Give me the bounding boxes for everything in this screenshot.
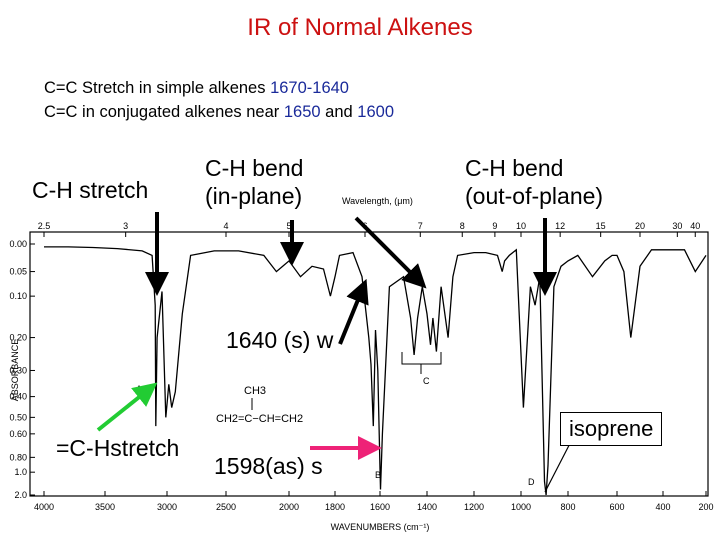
peak-letter: C (423, 376, 430, 386)
y-tick-label: 0.50 (9, 412, 27, 422)
callout-ch-bend-in-plane: C-H bend (in-plane) (205, 154, 303, 210)
spectrum-line (44, 246, 707, 496)
top-tick-label: 4 (223, 221, 228, 231)
top-tick-label: 15 (596, 221, 606, 231)
x-tick-label: 2000 (279, 502, 299, 512)
y-tick-label: 0.80 (9, 452, 27, 462)
callout-eq-ch-stretch: =C-Hstretch (56, 435, 180, 461)
x-tick-label: 1400 (417, 502, 437, 512)
callout-ch-bend-out-of-plane: C-H bend (out-of-plane) (465, 154, 603, 210)
top-tick-label: 3 (123, 221, 128, 231)
x-tick-label: 4000 (34, 502, 54, 512)
chart-ticks: 4000 3500 3000 2500 2000 1800 1600 1400 1200 1000… (9, 196, 713, 532)
structure-ch3: CH3 (244, 385, 266, 397)
structure-main: CH2=C−CH=CH2 (216, 413, 303, 425)
x-tick-label: 200 (698, 502, 713, 512)
info-line-1-text: C=C Stretch in simple alkenes (44, 79, 271, 97)
x-tick-label: 3500 (95, 502, 115, 512)
top-tick-label: 5 (286, 221, 291, 231)
y-tick-label: 0.40 (9, 392, 27, 402)
x-tick-label: 3000 (157, 502, 177, 512)
y-tick-label: 0.05 (9, 267, 27, 277)
compound-name-box: isoprene (560, 412, 663, 446)
arrow-ch-bend-in-plane-2 (354, 216, 427, 289)
arrow-eq-ch-stretch (96, 382, 158, 432)
y-tick-label: 1.0 (14, 467, 27, 477)
x-tick-label: 2500 (216, 502, 236, 512)
arrow-peak-1640 (338, 278, 369, 345)
page-title: IR of Normal Alkenes (247, 14, 473, 41)
y-tick-label: 0.00 (9, 239, 27, 249)
info-line-1: C=C Stretch in simple alkenes 1670-1640 (44, 79, 349, 98)
callout-ch-bend-in-line1: C-H bend (205, 155, 304, 181)
x-tick-label: 1000 (511, 502, 531, 512)
y-tick-label: 0.20 (9, 333, 27, 343)
info-line-2-value1: 1650 (283, 103, 321, 121)
y-axis-label: ABSORBANCE (10, 339, 20, 402)
annotation-arrows (96, 212, 581, 493)
top-tick-label: 30 (672, 221, 682, 231)
x-tick-label: 800 (560, 502, 575, 512)
top-tick-label: 2.5 (38, 221, 51, 231)
info-line-2: C=C in conjugated alkenes near 1650 and … (44, 103, 394, 122)
x-tick-label: 1800 (325, 502, 345, 512)
info-line-2-value2: 1600 (357, 103, 395, 121)
info-line-2-and: and (320, 103, 358, 121)
x-tick-label: 600 (609, 502, 624, 512)
x-tick-label: 1600 (370, 502, 390, 512)
top-tick-label: 12 (555, 221, 565, 231)
x-tick-label: 400 (655, 502, 670, 512)
top-tick-label: 9 (492, 221, 497, 231)
top-tick-label: 20 (635, 221, 645, 231)
top-tick-label: 10 (516, 221, 526, 231)
info-line-2-text: C=C in conjugated alkenes near (44, 103, 284, 121)
peak-letter: A (136, 384, 142, 394)
spectrum-trace (44, 246, 707, 496)
callout-peak-1598: 1598(as) s (214, 453, 323, 479)
y-tick-label: 0.30 (9, 365, 27, 375)
callout-ch-stretch: C-H stretch (32, 177, 149, 203)
x-tick-label: 1200 (464, 502, 484, 512)
info-line-1-range: 1670-1640 (270, 79, 349, 97)
peak-markers: A B C D CH3 CH2=C−CH=CH2 (136, 352, 535, 487)
top-axis-label: Wavelength, (μm) (342, 196, 413, 206)
y-tick-label: 2.0 (14, 490, 27, 500)
callout-peak-1640: 1640 (s) w (226, 327, 334, 353)
x-axis-label: WAVENUMBERS (cm⁻¹) (331, 522, 430, 532)
top-tick-label: 8 (460, 221, 465, 231)
peak-c-bracket (401, 352, 442, 365)
callout-ch-bend-out-line2: (out-of-plane) (465, 183, 604, 209)
peak-letter: D (528, 477, 535, 487)
peak-letter: B (375, 470, 381, 480)
callout-ch-bend-out-line1: C-H bend (465, 155, 564, 181)
top-tick-label: 40 (690, 221, 700, 231)
y-tick-label: 0.10 (9, 291, 27, 301)
top-tick-label: 7 (418, 221, 423, 231)
y-tick-label: 0.60 (9, 429, 27, 439)
callout-ch-bend-in-line2: (in-plane) (205, 183, 303, 209)
